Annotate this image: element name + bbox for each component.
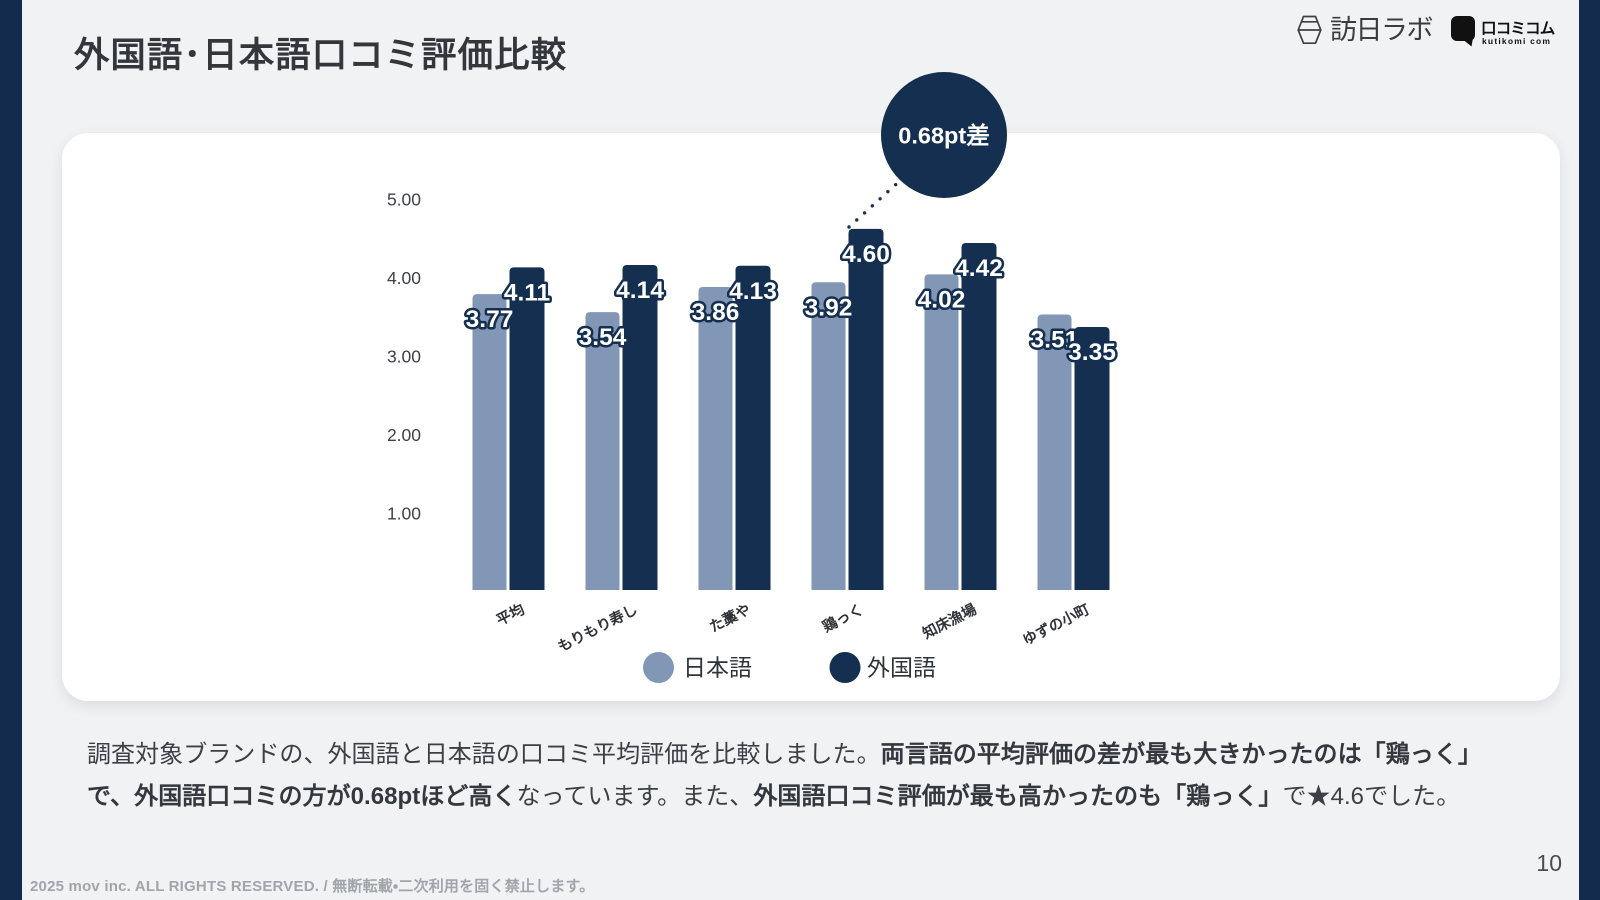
svg-text:kutikomi com: kutikomi com	[1482, 36, 1551, 46]
svg-text:4.60: 4.60	[842, 241, 890, 268]
svg-text:3.92: 3.92	[805, 294, 853, 321]
svg-text:0.68pt差: 0.68pt差	[898, 122, 989, 149]
svg-text:4.00: 4.00	[387, 268, 421, 288]
svg-text:もりもり寿し: もりもり寿し	[555, 600, 641, 656]
svg-text:ゆずの小町: ゆずの小町	[1020, 600, 1093, 649]
svg-text:4.42: 4.42	[955, 255, 1003, 282]
svg-text:日本語: 日本語	[683, 655, 752, 681]
svg-text:訪日ラボ: 訪日ラボ	[1330, 15, 1432, 45]
svg-text:2.00: 2.00	[387, 425, 421, 445]
svg-text:3.77: 3.77	[466, 306, 514, 333]
svg-text:た藁や: た藁や	[706, 600, 753, 636]
svg-text:鶏っく: 鶏っく	[819, 600, 866, 636]
svg-text:4.11: 4.11	[504, 279, 550, 306]
svg-text:3.51: 3.51	[1031, 327, 1079, 354]
svg-text:3.35: 3.35	[1068, 339, 1116, 366]
svg-text:3.86: 3.86	[692, 299, 740, 326]
svg-text:4.13: 4.13	[729, 278, 777, 305]
svg-text:口コミコム: 口コミコム	[1481, 21, 1555, 38]
svg-text:3.54: 3.54	[579, 324, 627, 351]
svg-text:4.02: 4.02	[918, 286, 966, 313]
svg-text:5.00: 5.00	[387, 189, 421, 209]
svg-text:平均: 平均	[493, 600, 527, 629]
svg-text:外国語: 外国語	[867, 655, 936, 681]
svg-text:4.14: 4.14	[616, 277, 664, 304]
svg-text:3.00: 3.00	[387, 346, 421, 366]
svg-text:1.00: 1.00	[387, 503, 421, 523]
svg-text:知床漁場: 知床漁場	[919, 600, 979, 643]
